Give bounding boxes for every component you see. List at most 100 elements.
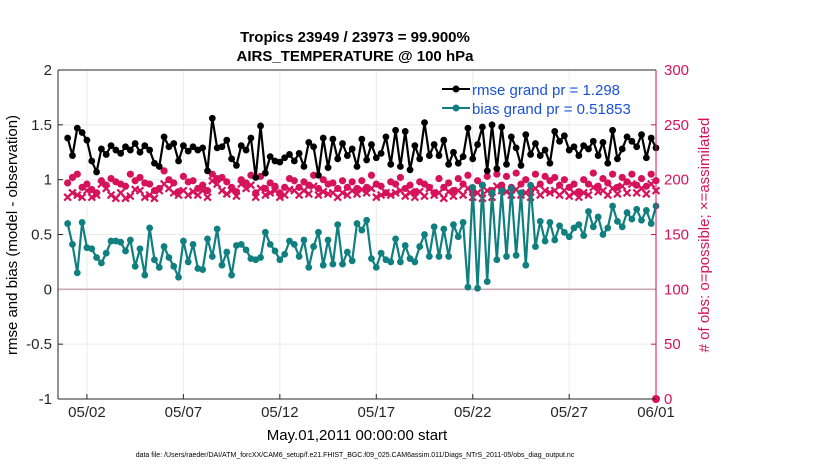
y-tick-label: 0.5: [31, 227, 52, 244]
rmse-data-point: [218, 143, 226, 151]
bias-data-point: [146, 224, 154, 232]
obs-assimilated-marker: [381, 188, 391, 198]
obs-assimilated-marker: [391, 188, 400, 198]
obs-possible-marker: [473, 177, 482, 185]
obs-assimilated-marker: [275, 193, 285, 202]
rmse-data-point: [411, 142, 419, 150]
obs-assimilated-marker: [622, 188, 632, 198]
bias-data-point: [642, 206, 650, 214]
rmse-data-point: [556, 137, 563, 145]
bias-data-point: [204, 235, 211, 243]
bias-data-point: [628, 215, 636, 223]
bias-data-point: [329, 260, 337, 268]
obs-assimilated-marker: [232, 191, 241, 201]
obs-assimilated-marker: [642, 189, 651, 199]
obs-possible-marker: [642, 182, 650, 190]
obs-possible-marker: [493, 170, 501, 178]
rmse-data-point: [397, 163, 404, 170]
obs-possible-marker: [570, 180, 578, 188]
rmse-data-point: [73, 124, 81, 132]
legend-rmse-marker: [452, 85, 460, 93]
bias-data-point: [363, 216, 371, 224]
rmse-data-point: [160, 133, 168, 141]
bias-data-point: [339, 260, 346, 268]
rmse-data-point: [281, 154, 289, 162]
obs-possible-marker: [580, 176, 588, 184]
obs-assimilated-marker: [251, 193, 260, 202]
rmse-data-point: [136, 148, 144, 156]
bias-data-point: [102, 249, 110, 257]
rmse-data-point: [532, 140, 539, 147]
bias-data-point: [565, 233, 573, 241]
rmse-data-point: [430, 141, 438, 148]
rmse-data-point: [464, 124, 472, 132]
rmse-data-point: [406, 166, 414, 174]
rmse-data-point: [78, 129, 86, 136]
obs-assimilated-marker: [420, 191, 429, 201]
rmse-data-point: [286, 151, 293, 158]
obs-possible-marker: [160, 167, 168, 175]
obs-assimilated-marker: [261, 190, 270, 200]
rmse-data-point: [189, 143, 197, 151]
rmse-data-point: [179, 142, 187, 150]
bias-data-point: [430, 223, 438, 231]
y-tick-label: -1: [39, 391, 52, 408]
rmse-data-point: [358, 135, 366, 143]
bias-data-point: [175, 273, 182, 281]
y2-tick-label: 250: [664, 117, 689, 134]
x-tick-label: 05/02: [68, 404, 106, 421]
bias-data-point: [155, 264, 163, 271]
rmse-data-point: [363, 156, 371, 164]
obs-possible-marker: [502, 172, 511, 180]
rmse-data-point: [440, 136, 448, 144]
bias-data-point: [638, 216, 645, 224]
obs-assimilated-marker: [212, 179, 222, 189]
obs-assimilated-marker: [309, 182, 318, 191]
obs-assimilated-marker: [102, 184, 111, 193]
rmse-data-point: [155, 163, 163, 170]
bias-data-point: [401, 242, 409, 249]
bias-data-point: [160, 243, 168, 250]
bias-data-point: [368, 255, 375, 263]
rmse-data-point: [638, 131, 645, 139]
rmse-data-point: [247, 134, 255, 142]
rmse-data-point: [372, 154, 380, 162]
bias-data-point: [454, 233, 462, 241]
rmse-data-point: [122, 143, 129, 151]
rmse-data-point: [353, 163, 361, 170]
bias-data-point: [614, 217, 621, 225]
bias-data-point: [343, 248, 351, 256]
obs-assimilated-marker: [338, 188, 347, 198]
rmse-data-point: [421, 119, 428, 127]
y2-tick-label: 100: [664, 281, 689, 298]
bias-data-point: [527, 181, 535, 189]
bias-data-point: [623, 209, 631, 216]
rmse-data-point: [368, 141, 375, 148]
bias-data-point: [512, 251, 520, 259]
obs-possible-marker: [179, 172, 187, 180]
rmse-data-point: [377, 149, 385, 157]
obs-possible-marker: [338, 177, 347, 185]
rmse-data-point: [507, 133, 515, 141]
bias-data-point: [450, 221, 457, 229]
obs-possible-marker: [136, 173, 144, 182]
bias-data-point: [237, 240, 245, 248]
rmse-data-point: [228, 155, 236, 163]
obs-assimilated-marker: [150, 194, 159, 203]
bias-data-point: [218, 261, 226, 269]
bias-data-point: [609, 202, 616, 210]
rmse-data-point: [184, 147, 192, 155]
obs-assimilated-marker: [266, 188, 275, 198]
obs-possible-marker: [121, 182, 130, 190]
bias-data-point: [503, 253, 510, 260]
obs-possible-marker: [189, 177, 197, 185]
rmse-data-point: [580, 142, 588, 150]
obs-possible-marker: [290, 177, 298, 185]
obs-assimilated-marker: [126, 191, 135, 201]
rmse-data-point: [290, 157, 298, 165]
rmse-data-point: [223, 136, 231, 144]
obs-assimilated-marker: [77, 193, 87, 202]
obs-possible-marker: [377, 182, 385, 190]
rmse-data-point: [141, 142, 149, 150]
rmse-data-point: [450, 148, 457, 156]
